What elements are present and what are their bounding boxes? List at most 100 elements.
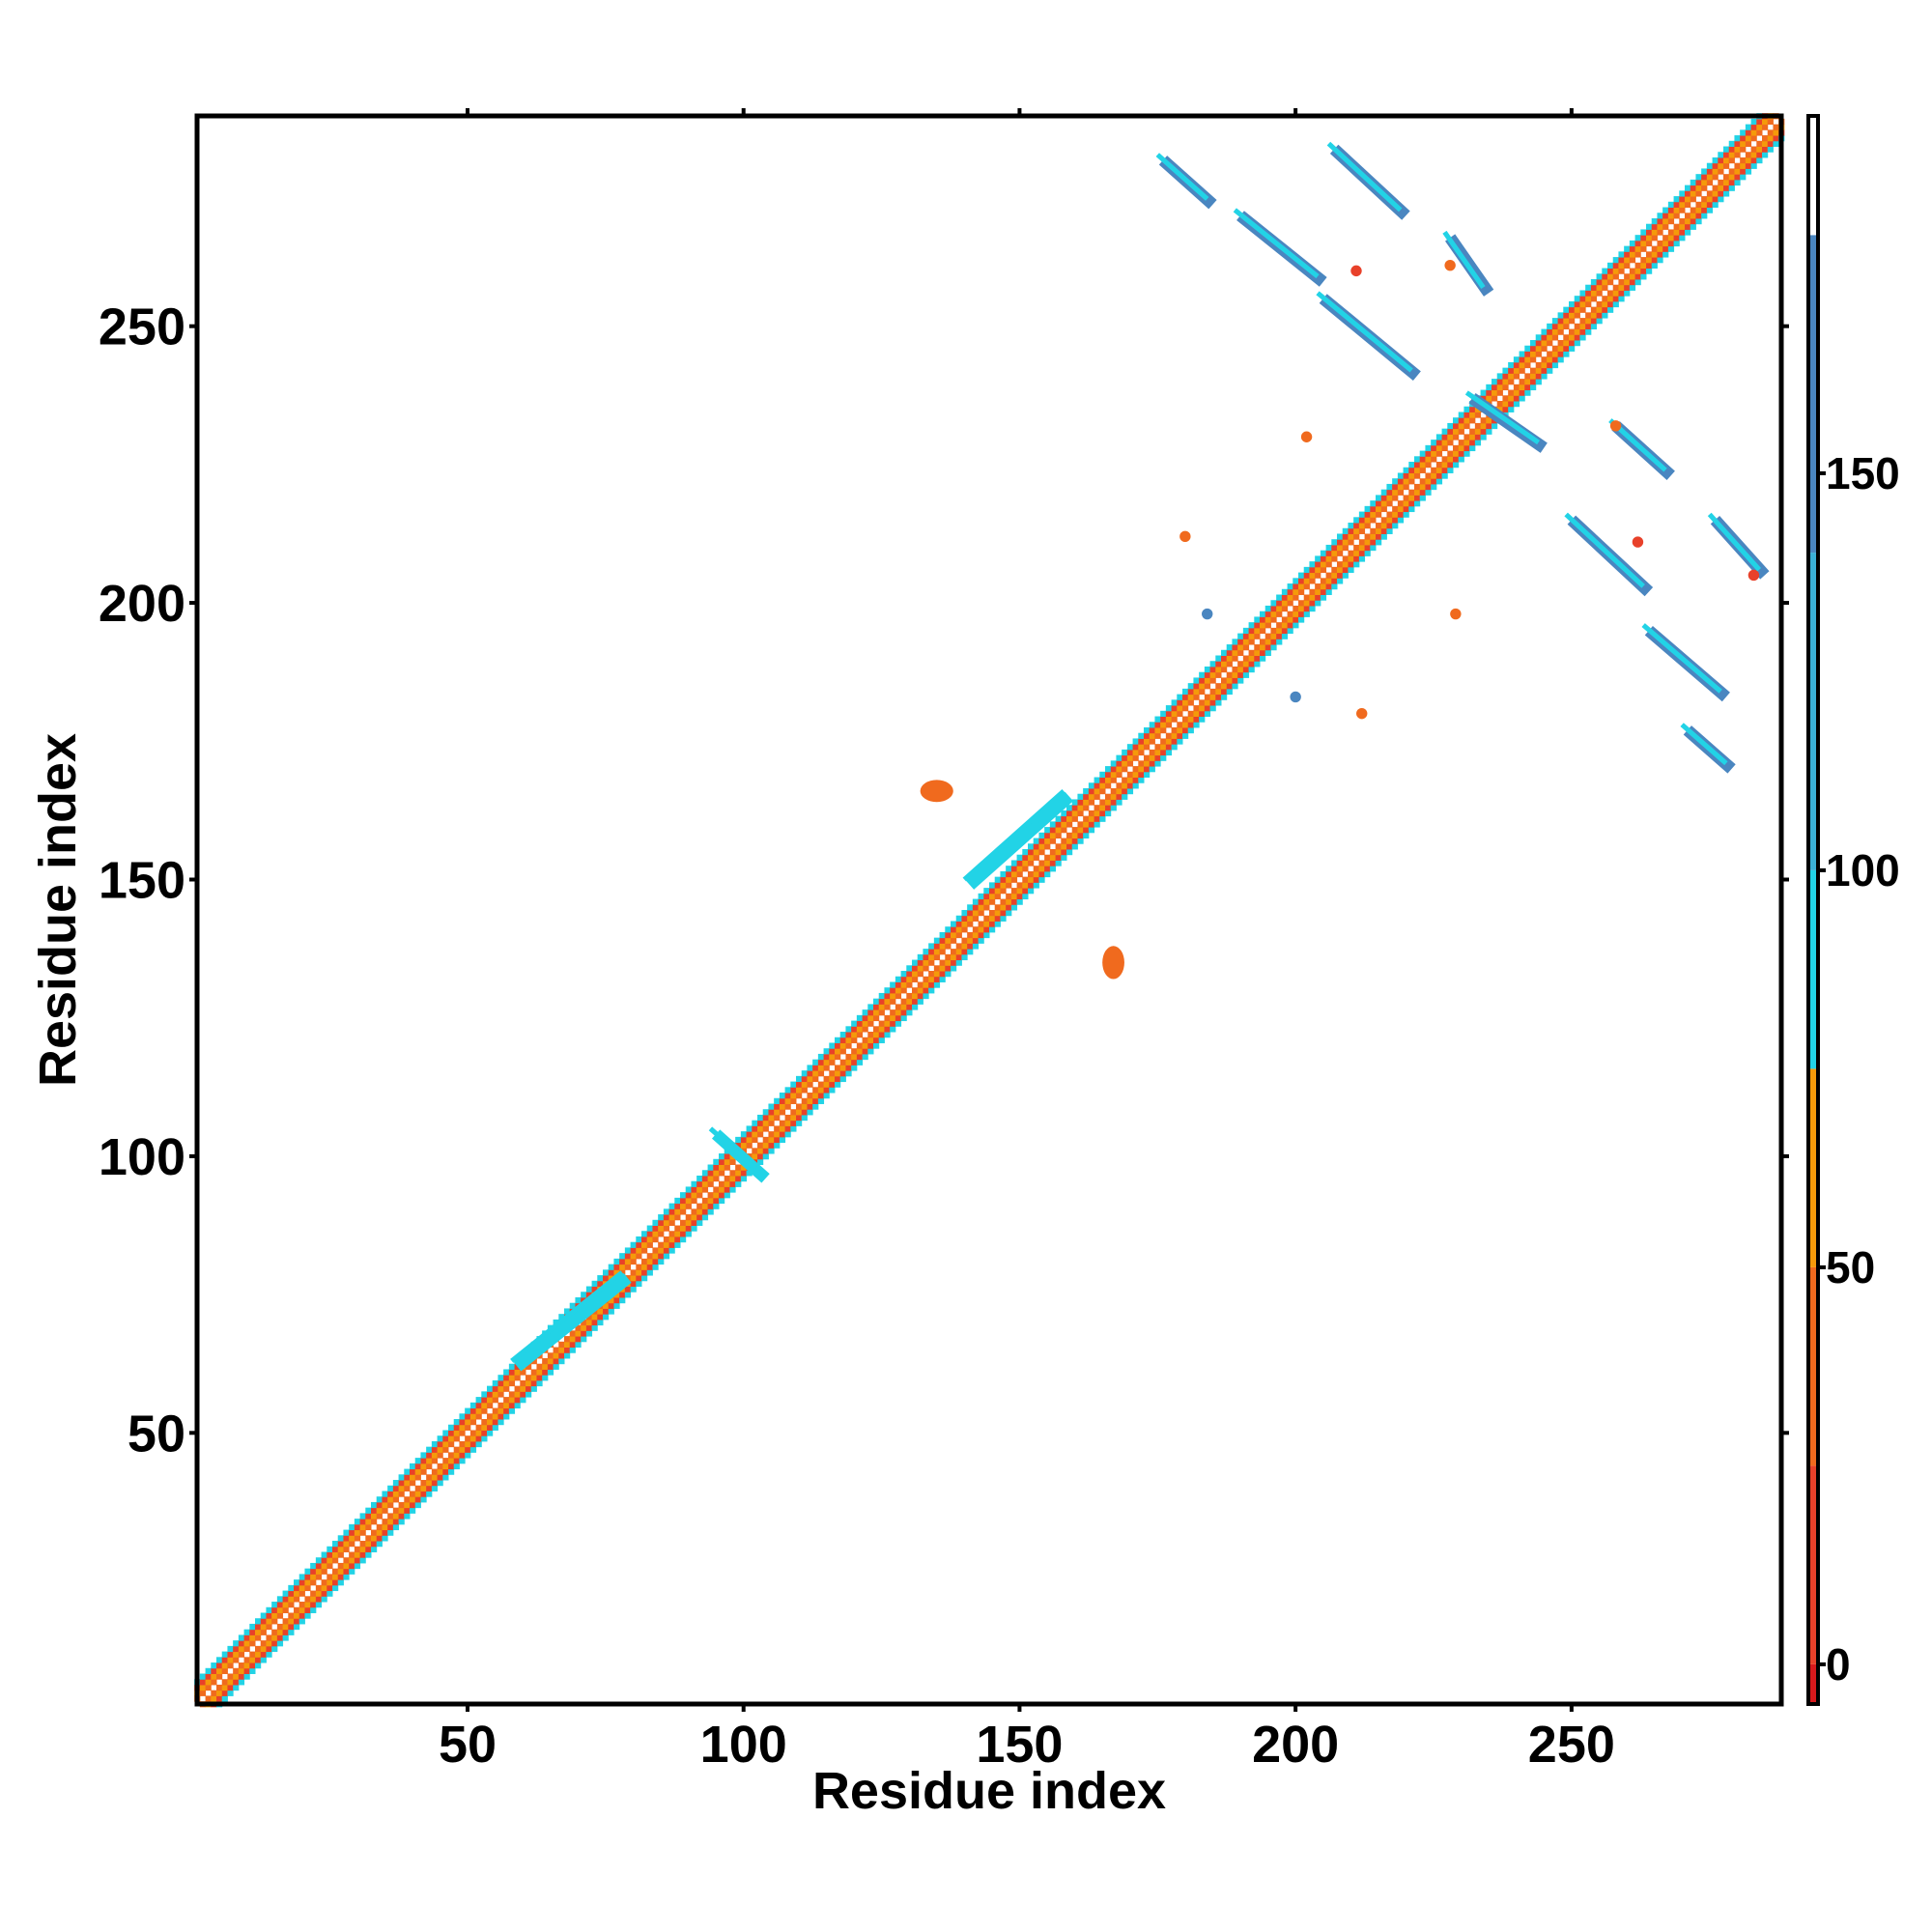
diagonal-cell: [321, 1551, 327, 1558]
diagonal-cell: [243, 1634, 250, 1641]
diagonal-cell: [526, 1363, 532, 1370]
diagonal-cell: [1386, 483, 1393, 491]
diagonal-cell: [823, 1081, 830, 1088]
diagonal-cell: [619, 1264, 626, 1270]
diagonal-cell: [321, 1557, 327, 1564]
diagonal-cell: [1242, 666, 1250, 673]
diagonal-cell: [1105, 799, 1112, 806]
diagonal-cell: [939, 959, 946, 966]
diagonal-cell: [1463, 406, 1470, 412]
diagonal-cell: [1590, 284, 1598, 291]
diagonal-cell: [1209, 661, 1216, 668]
diagonal-cell: [553, 1357, 559, 1365]
diagonal-cell: [1380, 489, 1387, 496]
diagonal-cell: [1204, 699, 1211, 706]
diagonal-cell: [1723, 162, 1730, 169]
diagonal-cell: [1750, 135, 1757, 142]
diagonal-cell: [404, 1496, 411, 1503]
diagonal-cell: [514, 1369, 521, 1376]
diagonal-cell: [823, 1075, 830, 1083]
diagonal-cell: [238, 1634, 245, 1641]
diagonal-cell: [978, 910, 984, 917]
diagonal-cell: [1629, 257, 1636, 264]
diagonal-cell: [469, 1430, 477, 1436]
diagonal-cell: [514, 1402, 521, 1409]
diagonal-cell: [1734, 135, 1741, 142]
diagonal-cell: [1044, 860, 1051, 867]
diagonal-cell: [1624, 262, 1631, 270]
diagonal-cell: [520, 1369, 526, 1376]
diagonal-cell: [392, 1491, 400, 1497]
diagonal-cell: [526, 1391, 532, 1398]
diagonal-cell: [796, 1093, 803, 1099]
diagonal-cell: [1458, 417, 1464, 424]
diagonal-cell: [1662, 207, 1669, 213]
colorbar-band: [1808, 1266, 1818, 1466]
diagonal-cell: [1634, 245, 1641, 252]
diagonal-cell: [845, 1065, 852, 1071]
diagonal-cell: [1667, 213, 1675, 219]
diagonal-cell: [321, 1584, 327, 1592]
diagonal-cell: [1187, 722, 1194, 728]
diagonal-cell: [1199, 688, 1206, 696]
diagonal-cell: [1706, 162, 1714, 169]
diagonal-cell: [1563, 306, 1570, 313]
diagonal-cell: [1099, 805, 1106, 811]
diagonal-cell: [1756, 124, 1763, 130]
diagonal-cell: [752, 1125, 758, 1132]
diagonal-cell: [343, 1529, 350, 1536]
diagonal-cell: [453, 1430, 460, 1436]
diagonal-cell: [1264, 639, 1271, 645]
diagonal-cell: [1126, 744, 1134, 751]
diagonal-cell: [288, 1590, 295, 1597]
diagonal-cell: [1122, 787, 1128, 795]
diagonal-cell: [1673, 240, 1680, 247]
diagonal-cell: [873, 1009, 880, 1016]
diagonal-cell: [967, 931, 974, 939]
diagonal-cell: [591, 1319, 598, 1326]
diagonal-cell: [1673, 196, 1680, 203]
diagonal-cell: [1160, 726, 1167, 734]
diagonal-cell: [1551, 356, 1559, 363]
diagonal-cell: [1513, 389, 1520, 396]
diagonal-cell: [878, 1026, 885, 1033]
diagonal-cell: [1547, 340, 1553, 347]
diagonal-cell: [1094, 787, 1100, 795]
diagonal-cell: [1315, 555, 1321, 562]
diagonal-cell: [349, 1529, 355, 1536]
diagonal-cell: [1463, 450, 1470, 457]
diagonal-cell: [1535, 340, 1542, 347]
diagonal-cell: [1126, 749, 1134, 756]
diagonal-cell: [294, 1584, 300, 1592]
diagonal-cell: [448, 1463, 455, 1470]
diagonal-cell: [1006, 893, 1012, 900]
diagonal-cell: [1634, 240, 1641, 247]
diagonal-cell: [1303, 611, 1310, 617]
diagonal-cell: [448, 1435, 455, 1442]
diagonal-cell: [475, 1413, 482, 1420]
diagonal-cell: [1232, 671, 1238, 678]
diagonal-cell: [1734, 179, 1741, 186]
diagonal-cell: [961, 949, 968, 955]
diagonal-cell: [349, 1562, 355, 1570]
diagonal-cell: [972, 915, 980, 922]
diagonal-cell: [249, 1667, 256, 1674]
diagonal-cell: [271, 1640, 278, 1647]
diagonal-cell: [1320, 583, 1327, 590]
diagonal-cell: [508, 1391, 516, 1398]
diagonal-cell: [1740, 156, 1747, 164]
diagonal-cell: [768, 1109, 775, 1116]
diagonal-cell: [1718, 179, 1724, 186]
diagonal-cell: [337, 1551, 344, 1558]
diagonal-cell: [564, 1352, 571, 1359]
diagonal-cell: [1144, 738, 1151, 745]
contact-blob: [1356, 707, 1368, 720]
diagonal-cell: [1232, 644, 1238, 651]
diagonal-cell: [746, 1125, 753, 1132]
colorbar-tick-label: 0: [1826, 1639, 1851, 1690]
diagonal-cell: [1596, 318, 1603, 325]
diagonal-cell: [1563, 340, 1570, 347]
diagonal-cell: [1187, 710, 1194, 718]
diagonal-cell: [1734, 140, 1741, 147]
diagonal-cell: [469, 1402, 477, 1409]
